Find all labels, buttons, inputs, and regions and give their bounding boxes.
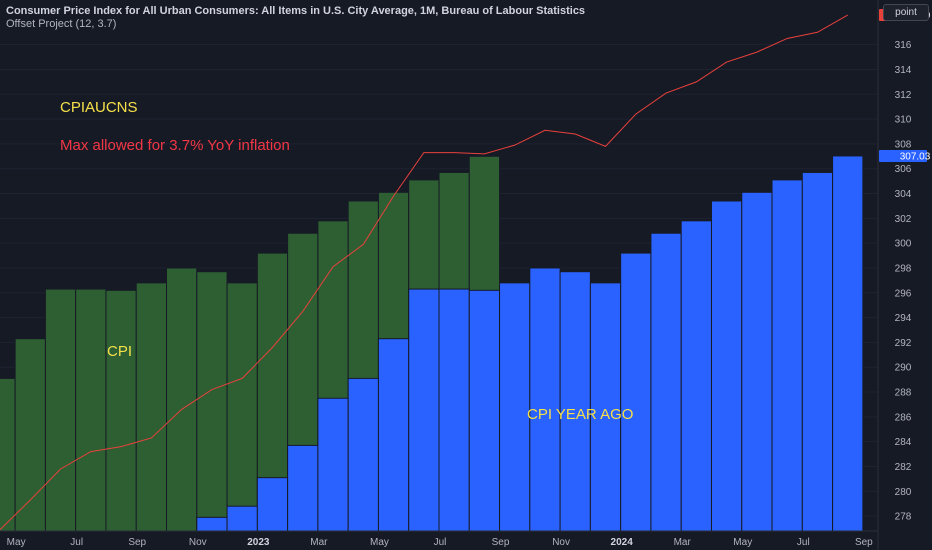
x-tick-label: 2024 [611,537,634,548]
y-tick-label: 304 [895,189,912,200]
y-tick-label: 308 [895,139,912,150]
y-tick-label: 284 [895,437,912,448]
cpi-year-ago-bar [347,377,379,532]
y-tick-label: 296 [895,288,912,299]
y-tick-label: 294 [895,313,912,324]
y-tick-label: 316 [895,40,912,51]
cpi-bar [166,267,198,532]
cpi-year-ago-bar [589,282,622,532]
max-allowed-line [0,14,848,531]
y-tick-label: 280 [895,487,912,498]
cpi-year-ago-bar [287,444,319,532]
price-axis[interactable]: 278 280 282 284 286 288 290 292 294 296 298 300 302 3… [877,0,932,550]
cpi-bar [196,271,228,532]
annotation-labels: CPIAUCNS Max allowed for 3.7% YoY inflat… [60,99,633,423]
y-tick-label: 314 [895,65,912,76]
cpi-bar [44,288,77,532]
y-tick-label: 306 [895,164,912,175]
cpi-year-ago-last-value: 307.03 [900,151,931,162]
x-tick-label: Jul [434,537,447,548]
cpi-year-ago-bar [559,271,591,532]
cpi-year-ago-bar [529,267,561,532]
x-tick-label: Jul [70,537,83,548]
cpi-year-ago-bar [620,252,652,532]
y-tick-label: 282 [895,462,912,473]
cpi-bar [0,377,16,532]
cpi-year-ago-bar [710,200,743,532]
y-tick-label: 302 [895,214,912,225]
x-tick-label: Sep [128,537,146,548]
cpi-bar [75,288,107,532]
x-tick-label: May [370,537,389,548]
x-tick-label: Sep [492,537,510,548]
cpi-bar [135,282,168,532]
x-tick-label: Mar [674,537,692,548]
x-tick-label: Nov [552,537,570,548]
cpi-year-ago-label: CPI YEAR AGO [527,406,633,423]
time-axis[interactable]: May Jul Sep Nov 2023 Mar May Jul Sep Nov 2024 Mar Ma… [0,530,878,548]
y-tick-label: 288 [895,388,912,399]
cpi-year-ago-bar [438,288,470,532]
y-tick-label: 290 [895,363,912,374]
cpi-label: CPI [107,343,132,360]
x-tick-label: 2023 [247,537,270,548]
cpi-bar [105,289,137,532]
chart-title: Consumer Price Index for All Urban Consu… [6,5,586,17]
cpi-bar [14,338,46,532]
cpi-year-ago-bar [468,289,501,532]
cpi-year-ago-bar [832,155,864,532]
max-line-label: Max allowed for 3.7% YoY inflation [60,137,290,154]
price-unit-button[interactable]: point [883,4,929,21]
cpi-year-ago-bars [196,155,864,532]
price-axis-background [878,0,932,550]
indicator-subtitle[interactable]: Offset Project (12, 3.7) [6,18,117,30]
symbol-label: CPIAUCNS [60,99,138,116]
x-tick-label: Mar [310,537,328,548]
x-tick-label: Nov [189,537,207,548]
cpi-year-ago-bar [196,516,228,532]
cpi-year-ago-bar [377,338,410,532]
cpi-bar [226,282,258,532]
cpi-year-ago-bar [771,179,803,532]
y-tick-label: 278 [895,512,912,523]
y-tick-label: 298 [895,263,912,274]
y-tick-label: 310 [895,115,912,126]
cpi-year-ago-bar [499,282,531,532]
cpi-year-ago-bar [256,477,289,532]
x-tick-label: Jul [797,537,810,548]
max-allowed-line-layer [0,14,848,531]
cpi-year-ago-bar [680,220,712,532]
cpi-year-ago-bar [226,505,258,532]
cpi-year-ago-bar [408,288,440,532]
cpi-year-ago-bar [801,171,834,532]
cpi-year-ago-bar [741,191,773,532]
y-tick-label: 312 [895,90,912,101]
x-tick-label: Sep [855,537,873,548]
x-tick-label: May [733,537,752,548]
y-tick-label: 292 [895,338,912,349]
y-tick-label: 286 [895,412,912,423]
cpi-year-ago-last-value-bg [879,149,927,162]
x-tick-label: May [7,537,26,548]
cpi-year-ago-bar [317,397,349,532]
y-tick-label: 300 [895,239,912,250]
cpi-year-ago-bar [650,232,682,532]
